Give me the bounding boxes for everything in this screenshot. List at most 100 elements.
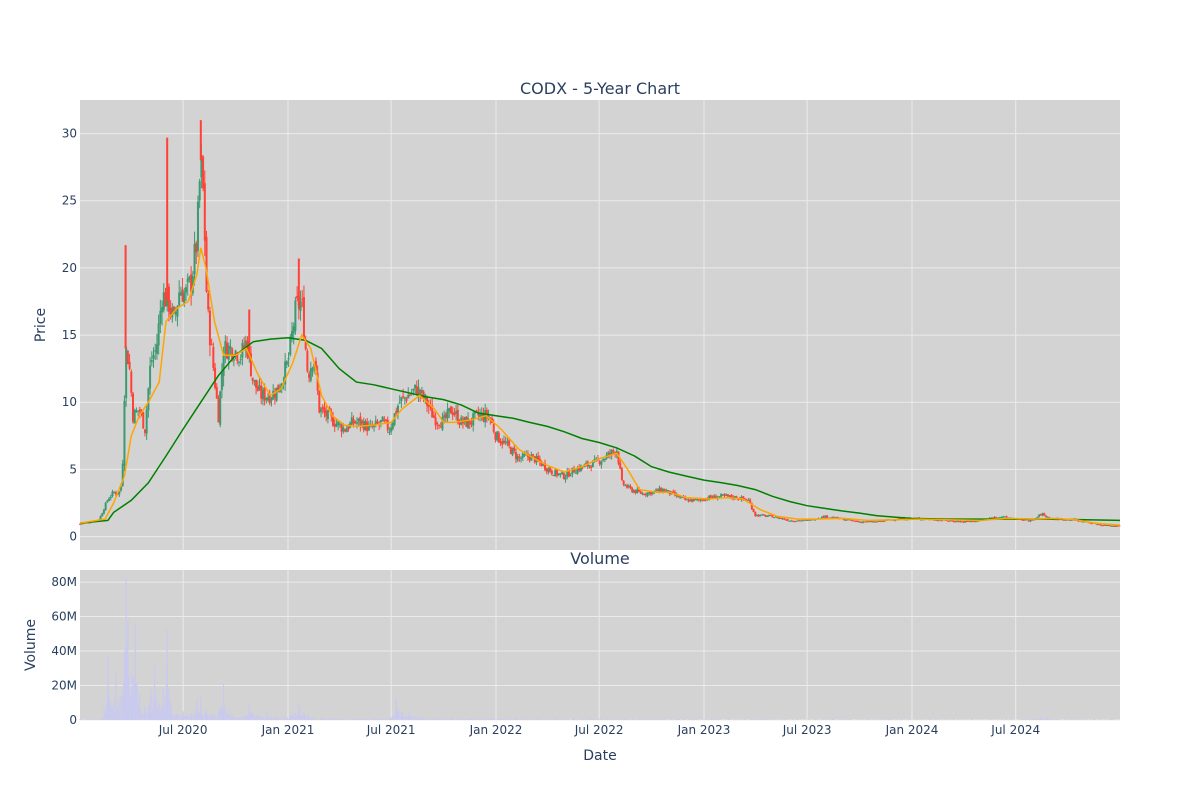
candle-body: [391, 423, 394, 429]
volume-bar: [205, 709, 207, 720]
candle-body: [615, 450, 618, 455]
candle-body: [771, 515, 774, 518]
volume-bar: [104, 712, 106, 720]
volume-bar: [264, 718, 266, 720]
volume-bar: [506, 719, 508, 720]
volume-bar: [298, 716, 300, 720]
volume-bar: [166, 664, 168, 720]
volume-bar: [711, 719, 713, 720]
candle-body: [708, 495, 711, 501]
candle-body: [350, 417, 353, 425]
volume-bar: [849, 719, 852, 720]
candle-body: [646, 492, 649, 496]
volume-bar: [552, 719, 554, 720]
candle-body: [504, 441, 507, 443]
candle-body: [1063, 519, 1066, 521]
volume-bar: [249, 710, 251, 720]
candle-body: [552, 474, 555, 477]
price-y-tick-label: 0: [69, 530, 77, 544]
candle-body: [173, 306, 176, 313]
candle-body: [530, 454, 533, 461]
volume-bar: [560, 719, 562, 720]
volume-bar: [188, 716, 190, 720]
volume-bar: [410, 716, 412, 720]
candle-body: [102, 509, 105, 514]
volume-bar: [142, 712, 144, 720]
volume-bar: [200, 706, 202, 720]
volume-bar: [477, 719, 479, 720]
volume-bar: [549, 719, 551, 720]
candle-body: [627, 485, 630, 487]
volume-bar: [223, 683, 225, 720]
candle-body: [101, 513, 104, 517]
volume-bar: [551, 719, 553, 720]
volume-bar: [596, 719, 598, 720]
volume-bar: [270, 717, 272, 720]
volume-bar: [446, 719, 448, 720]
candle-body: [465, 416, 468, 427]
candle-body: [1097, 524, 1100, 526]
volume-bar: [514, 719, 516, 720]
volume-bar: [380, 718, 382, 720]
volume-bar: [645, 719, 647, 720]
x-tick-label: Jan 2024: [885, 723, 939, 737]
volume-bar: [592, 719, 594, 720]
volume-bar: [217, 716, 219, 720]
volume-bar: [289, 715, 291, 720]
candle-body: [126, 350, 129, 365]
volume-bar: [98, 719, 100, 720]
volume-bar: [365, 719, 367, 720]
candle-body: [667, 490, 670, 492]
volume-bar: [688, 719, 690, 720]
candle-body: [123, 400, 126, 466]
candle-body: [208, 310, 211, 346]
volume-bar: [158, 702, 160, 720]
candle-body: [701, 499, 704, 501]
candle-body: [826, 515, 829, 518]
candle-body: [395, 410, 398, 414]
candle-body: [207, 293, 210, 310]
candle-body: [870, 521, 873, 523]
volume-bar: [494, 718, 496, 720]
candle-body: [289, 336, 292, 355]
volume-bar: [110, 702, 112, 720]
candle-body: [824, 515, 827, 518]
candle-body: [691, 499, 694, 502]
volume-bar: [119, 712, 121, 720]
volume-bar: [749, 719, 751, 720]
volume-bar: [460, 718, 462, 720]
price-y-tick-label: 10: [62, 395, 77, 409]
volume-bar: [661, 719, 663, 720]
candle-body: [703, 500, 705, 502]
volume-bar: [440, 718, 442, 720]
volume-bar: [422, 718, 424, 720]
candle-body: [1029, 520, 1032, 522]
price-y-tick-label: 15: [62, 328, 77, 342]
candle-body: [125, 347, 128, 399]
volume-bar: [95, 719, 97, 720]
candle-body: [1032, 519, 1035, 521]
candle-body: [855, 521, 858, 523]
volume-bar: [334, 718, 336, 720]
candle-body: [443, 415, 446, 418]
candle-body: [386, 419, 389, 431]
volume-bar: [300, 715, 302, 720]
volume-bar: [627, 719, 629, 720]
candle-body: [212, 347, 215, 369]
candle-body: [167, 286, 170, 312]
volume-bar: [224, 705, 226, 720]
volume-bar: [461, 719, 463, 720]
volume-bar: [245, 715, 247, 720]
candle-body: [779, 517, 782, 519]
volume-bar: [368, 719, 370, 720]
volume-bar: [213, 718, 215, 720]
volume-bar: [607, 719, 609, 720]
candle-body: [494, 432, 497, 440]
candle-body: [684, 496, 687, 500]
candle-body: [492, 424, 495, 432]
x-tick-label: Jul 2023: [782, 723, 832, 737]
candle-body: [687, 499, 690, 502]
volume-bar: [582, 719, 584, 720]
candle-body: [651, 491, 654, 494]
